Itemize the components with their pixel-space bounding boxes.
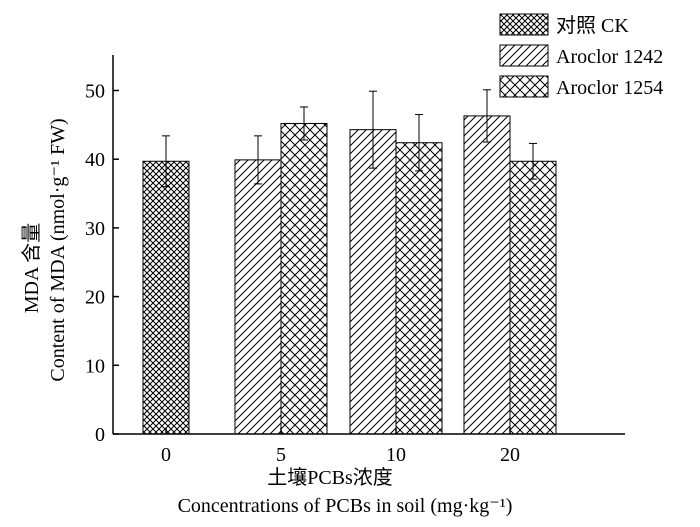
legend: 对照 CK Aroclor 1242 Aroclor 1254 xyxy=(499,13,663,99)
y-axis-title-cn: MDA 含量 xyxy=(20,223,43,314)
legend-swatch-1242 xyxy=(499,44,549,67)
y-tick-label: 40 xyxy=(85,149,105,171)
y-tick-label: 0 xyxy=(95,424,105,446)
bar-aroclor-1242-20 xyxy=(463,115,511,435)
y-ticks: 0 10 20 30 40 50 xyxy=(85,81,119,446)
bar-aroclor-1254-5 xyxy=(280,122,328,435)
bar-aroclor-1254-20 xyxy=(509,160,557,435)
bars-layer xyxy=(142,115,557,435)
legend-label-1242: Aroclor 1242 xyxy=(556,46,663,68)
y-tick-label: 30 xyxy=(85,218,105,240)
x-axis-title-en: Concentrations of PCBs in soil (mg·kg⁻¹) xyxy=(178,495,513,517)
x-tick-label: 5 xyxy=(276,444,286,466)
legend-label-ck: 对照 CK xyxy=(556,14,629,37)
y-tick-label: 20 xyxy=(85,287,105,309)
y-tick-label: 50 xyxy=(85,81,105,103)
legend-swatch-1254 xyxy=(499,75,549,98)
legend-swatch-ck xyxy=(499,13,549,36)
bar-aroclor-1254-10 xyxy=(395,142,443,435)
x-tick-label: 0 xyxy=(161,444,171,466)
bar-aroclor-1242-10 xyxy=(349,129,397,435)
x-tick-label: 10 xyxy=(386,444,406,466)
x-tick-label: 20 xyxy=(500,444,520,466)
bar-aroclor-1242-5 xyxy=(234,159,282,435)
y-tick-label: 10 xyxy=(85,355,105,377)
bar-对照-ck-0 xyxy=(142,160,190,435)
error-bars-layer xyxy=(162,89,537,188)
x-axis-title-cn: 土壤PCBs浓度 xyxy=(267,466,393,489)
x-ticks: 0 5 10 20 xyxy=(161,428,520,466)
legend-label-1254: Aroclor 1254 xyxy=(556,77,663,99)
y-axis-title-en: Content of MDA (nmol·g⁻¹ FW) xyxy=(47,118,69,381)
